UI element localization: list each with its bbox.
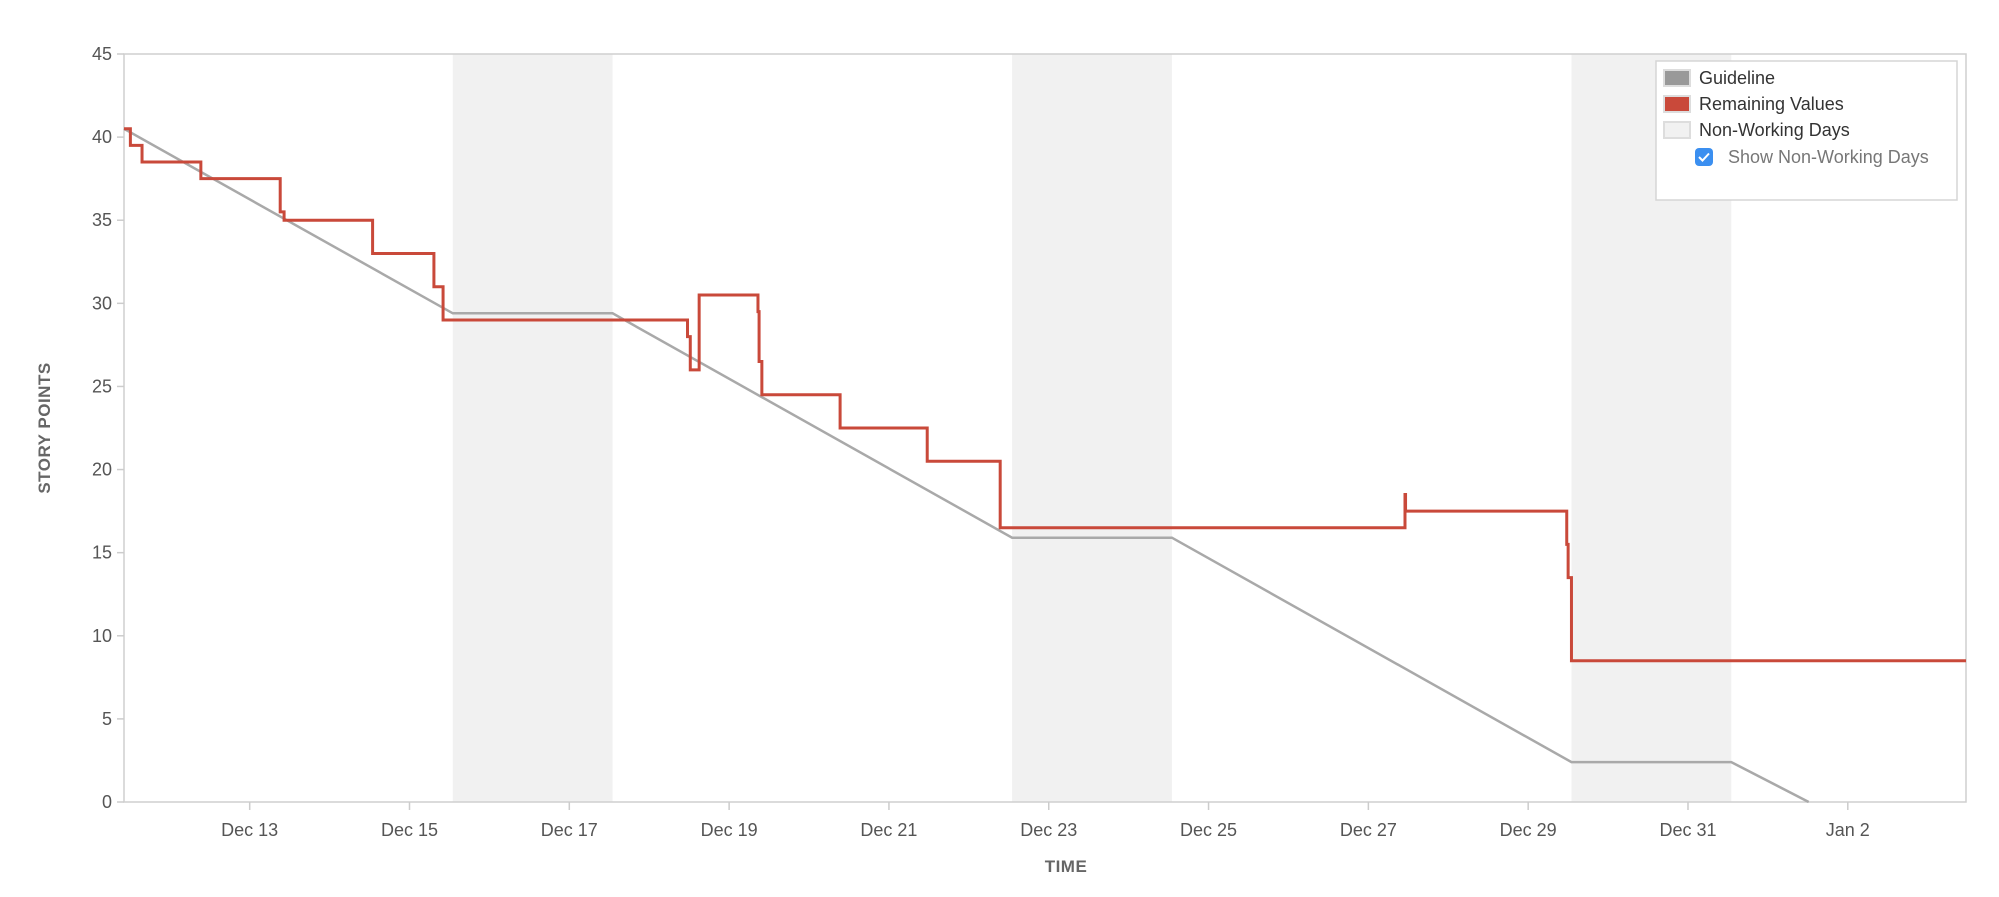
x-tick-label: Dec 19 <box>701 820 758 840</box>
series-lines <box>123 127 1966 804</box>
x-tick-label: Dec 13 <box>221 820 278 840</box>
plot-frame <box>123 53 1967 803</box>
y-axis-title: STORY POINTS <box>35 362 54 493</box>
legend-label-non-working-days: Non-Working Days <box>1699 120 1850 140</box>
y-tick-label: 10 <box>92 626 112 646</box>
y-tick-label: 25 <box>92 376 112 396</box>
non-working-day-band <box>452 54 613 802</box>
checkbox-checked-icon[interactable] <box>1695 148 1713 166</box>
x-tick-label: Dec 15 <box>381 820 438 840</box>
y-tick-label: 40 <box>92 127 112 147</box>
non-working-day-bands <box>452 54 1732 802</box>
legend-label-remaining-values: Remaining Values <box>1699 94 1844 114</box>
y-tick-label: 20 <box>92 460 112 480</box>
legend-label-guideline: Guideline <box>1699 68 1775 88</box>
x-tick-label: Dec 27 <box>1340 820 1397 840</box>
y-tick-label: 15 <box>92 543 112 563</box>
checkmark-icon <box>1698 152 1710 162</box>
legend: Guideline Remaining Values Non-Working D… <box>1655 60 1958 201</box>
guideline-swatch <box>1663 69 1691 87</box>
remaining-values-swatch <box>1663 95 1691 113</box>
legend-item-non-working-days[interactable]: Non-Working Days <box>1663 120 1850 140</box>
x-axis: Dec 13 Dec 15 Dec 17 Dec 19 Dec 21 Dec 23 Dec … <box>221 802 1870 840</box>
y-tick-label: 30 <box>92 293 112 313</box>
y-tick-label: 45 <box>92 44 112 64</box>
x-tick-label: Dec 31 <box>1659 820 1716 840</box>
x-tick-label: Dec 23 <box>1020 820 1077 840</box>
guideline-line <box>123 127 1810 804</box>
y-tick-label: 35 <box>92 210 112 230</box>
legend-item-remaining-values[interactable]: Remaining Values <box>1663 94 1844 114</box>
legend-item-guideline[interactable]: Guideline <box>1663 68 1775 88</box>
x-tick-label: Dec 29 <box>1500 820 1557 840</box>
legend-box <box>1655 60 1958 201</box>
non-working-day-band <box>1012 54 1172 802</box>
show-non-working-days-label[interactable]: Show Non-Working Days <box>1728 147 1929 167</box>
remaining-values-line <box>124 127 1966 663</box>
x-axis-title: TIME <box>1045 857 1088 876</box>
x-tick-label: Dec 17 <box>541 820 598 840</box>
y-tick-label: 5 <box>102 709 112 729</box>
y-axis: 0 5 10 15 20 25 30 35 40 45 <box>92 44 124 812</box>
x-tick-label: Dec 25 <box>1180 820 1237 840</box>
non-working-days-swatch <box>1663 121 1691 139</box>
x-tick-label: Jan 2 <box>1826 820 1870 840</box>
show-non-working-days-checkbox[interactable]: Show Non-Working Days <box>1695 147 1929 167</box>
x-tick-label: Dec 21 <box>860 820 917 840</box>
y-tick-label: 0 <box>102 792 112 812</box>
